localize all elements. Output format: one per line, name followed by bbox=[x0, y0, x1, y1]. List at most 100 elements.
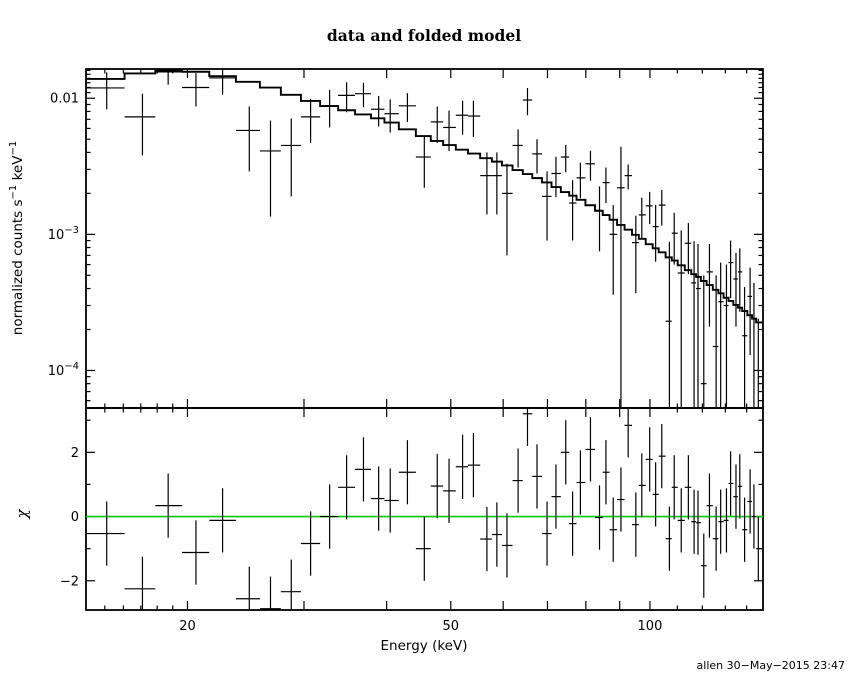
residual-point bbox=[209, 488, 236, 553]
residual-point bbox=[542, 501, 552, 566]
residual-point bbox=[384, 468, 399, 533]
residual-point bbox=[658, 424, 666, 489]
x-tick-label: 100 bbox=[638, 619, 663, 634]
data-point bbox=[617, 146, 625, 408]
chi-tick-label: 2 bbox=[71, 446, 79, 461]
residual-point bbox=[752, 484, 757, 549]
residual-point bbox=[652, 462, 659, 527]
residual-point bbox=[415, 516, 431, 581]
x-tick-labels: 20 50 100 bbox=[179, 619, 662, 634]
data-point bbox=[728, 240, 734, 299]
data-point bbox=[652, 204, 659, 262]
residual-point bbox=[455, 434, 469, 499]
residual-point bbox=[602, 440, 610, 505]
chi-tick-label: −2 bbox=[60, 574, 79, 589]
residual-point bbox=[594, 485, 603, 550]
residual-point bbox=[684, 455, 692, 520]
residual-point bbox=[638, 453, 646, 518]
data-point bbox=[501, 163, 513, 256]
data-point bbox=[455, 100, 469, 135]
data-point bbox=[585, 150, 595, 181]
data-point bbox=[684, 223, 692, 275]
data-point bbox=[602, 167, 610, 203]
data-point bbox=[86, 72, 125, 110]
residual-point bbox=[300, 511, 321, 576]
residual-point bbox=[747, 469, 753, 534]
data-point bbox=[752, 282, 757, 408]
data-point bbox=[320, 89, 339, 128]
residual-points bbox=[86, 408, 763, 610]
residual-point bbox=[235, 566, 260, 610]
residual-point bbox=[338, 455, 356, 520]
residual-point bbox=[737, 454, 743, 519]
residual-point bbox=[320, 484, 339, 549]
data-point bbox=[747, 267, 753, 355]
y-tick-label: 10−3 bbox=[48, 225, 79, 243]
data-point bbox=[671, 212, 678, 265]
residual-point bbox=[155, 473, 183, 538]
chi-tick-label: 0 bbox=[71, 510, 79, 525]
data-point bbox=[706, 243, 713, 327]
data-point bbox=[480, 152, 492, 215]
folded-model-path bbox=[86, 69, 763, 324]
data-point bbox=[742, 287, 748, 408]
residual-point bbox=[443, 458, 456, 523]
residual-point bbox=[280, 559, 301, 610]
data-point bbox=[259, 120, 281, 217]
data-point bbox=[594, 186, 603, 252]
data-point bbox=[443, 110, 456, 151]
residual-y-axis-label: χ bbox=[13, 509, 31, 520]
data-point bbox=[551, 156, 561, 198]
data-point bbox=[124, 93, 156, 156]
data-point bbox=[560, 144, 570, 173]
data-point bbox=[522, 87, 533, 116]
y-tick-label: 10−4 bbox=[48, 361, 79, 379]
residual-point bbox=[718, 489, 724, 554]
data-point bbox=[280, 118, 301, 197]
residual-panel-frame bbox=[85, 407, 764, 611]
data-point bbox=[569, 180, 577, 241]
residual-point bbox=[560, 420, 570, 485]
residual-point bbox=[712, 506, 719, 571]
data-point bbox=[576, 162, 586, 199]
data-point bbox=[468, 100, 481, 137]
data-point bbox=[235, 106, 260, 172]
residual-point bbox=[742, 497, 748, 562]
data-point bbox=[430, 106, 444, 143]
residual-point bbox=[371, 466, 385, 531]
data-point bbox=[718, 262, 724, 408]
data-point bbox=[415, 136, 431, 188]
data-point bbox=[609, 205, 618, 295]
data-error-bars bbox=[86, 69, 759, 408]
residual-point bbox=[645, 427, 653, 492]
residual-point bbox=[124, 556, 156, 610]
residual-point bbox=[512, 448, 523, 513]
data-point bbox=[155, 69, 183, 85]
residual-point bbox=[522, 408, 533, 446]
residual-point bbox=[532, 444, 543, 509]
residual-point bbox=[480, 506, 492, 572]
data-point bbox=[398, 93, 416, 122]
x-axis-ticks bbox=[104, 69, 748, 610]
data-point bbox=[182, 73, 210, 107]
residual-point bbox=[501, 513, 513, 578]
residual-point bbox=[691, 489, 697, 554]
residual-point bbox=[723, 488, 729, 553]
data-point bbox=[645, 191, 653, 225]
residual-point bbox=[86, 501, 125, 566]
y-tick-label: 0.01 bbox=[50, 92, 79, 107]
data-point bbox=[542, 171, 552, 241]
residual-point bbox=[182, 520, 210, 585]
residual-point bbox=[631, 492, 639, 557]
data-point bbox=[691, 241, 697, 408]
residual-point bbox=[728, 451, 734, 516]
data-point bbox=[665, 241, 672, 408]
data-point bbox=[209, 69, 236, 95]
residual-point bbox=[700, 533, 707, 598]
data-point bbox=[658, 189, 666, 226]
data-point bbox=[371, 95, 385, 127]
residual-point bbox=[756, 516, 763, 581]
residual-point bbox=[398, 440, 416, 505]
x-tick-label: 20 bbox=[179, 619, 196, 634]
